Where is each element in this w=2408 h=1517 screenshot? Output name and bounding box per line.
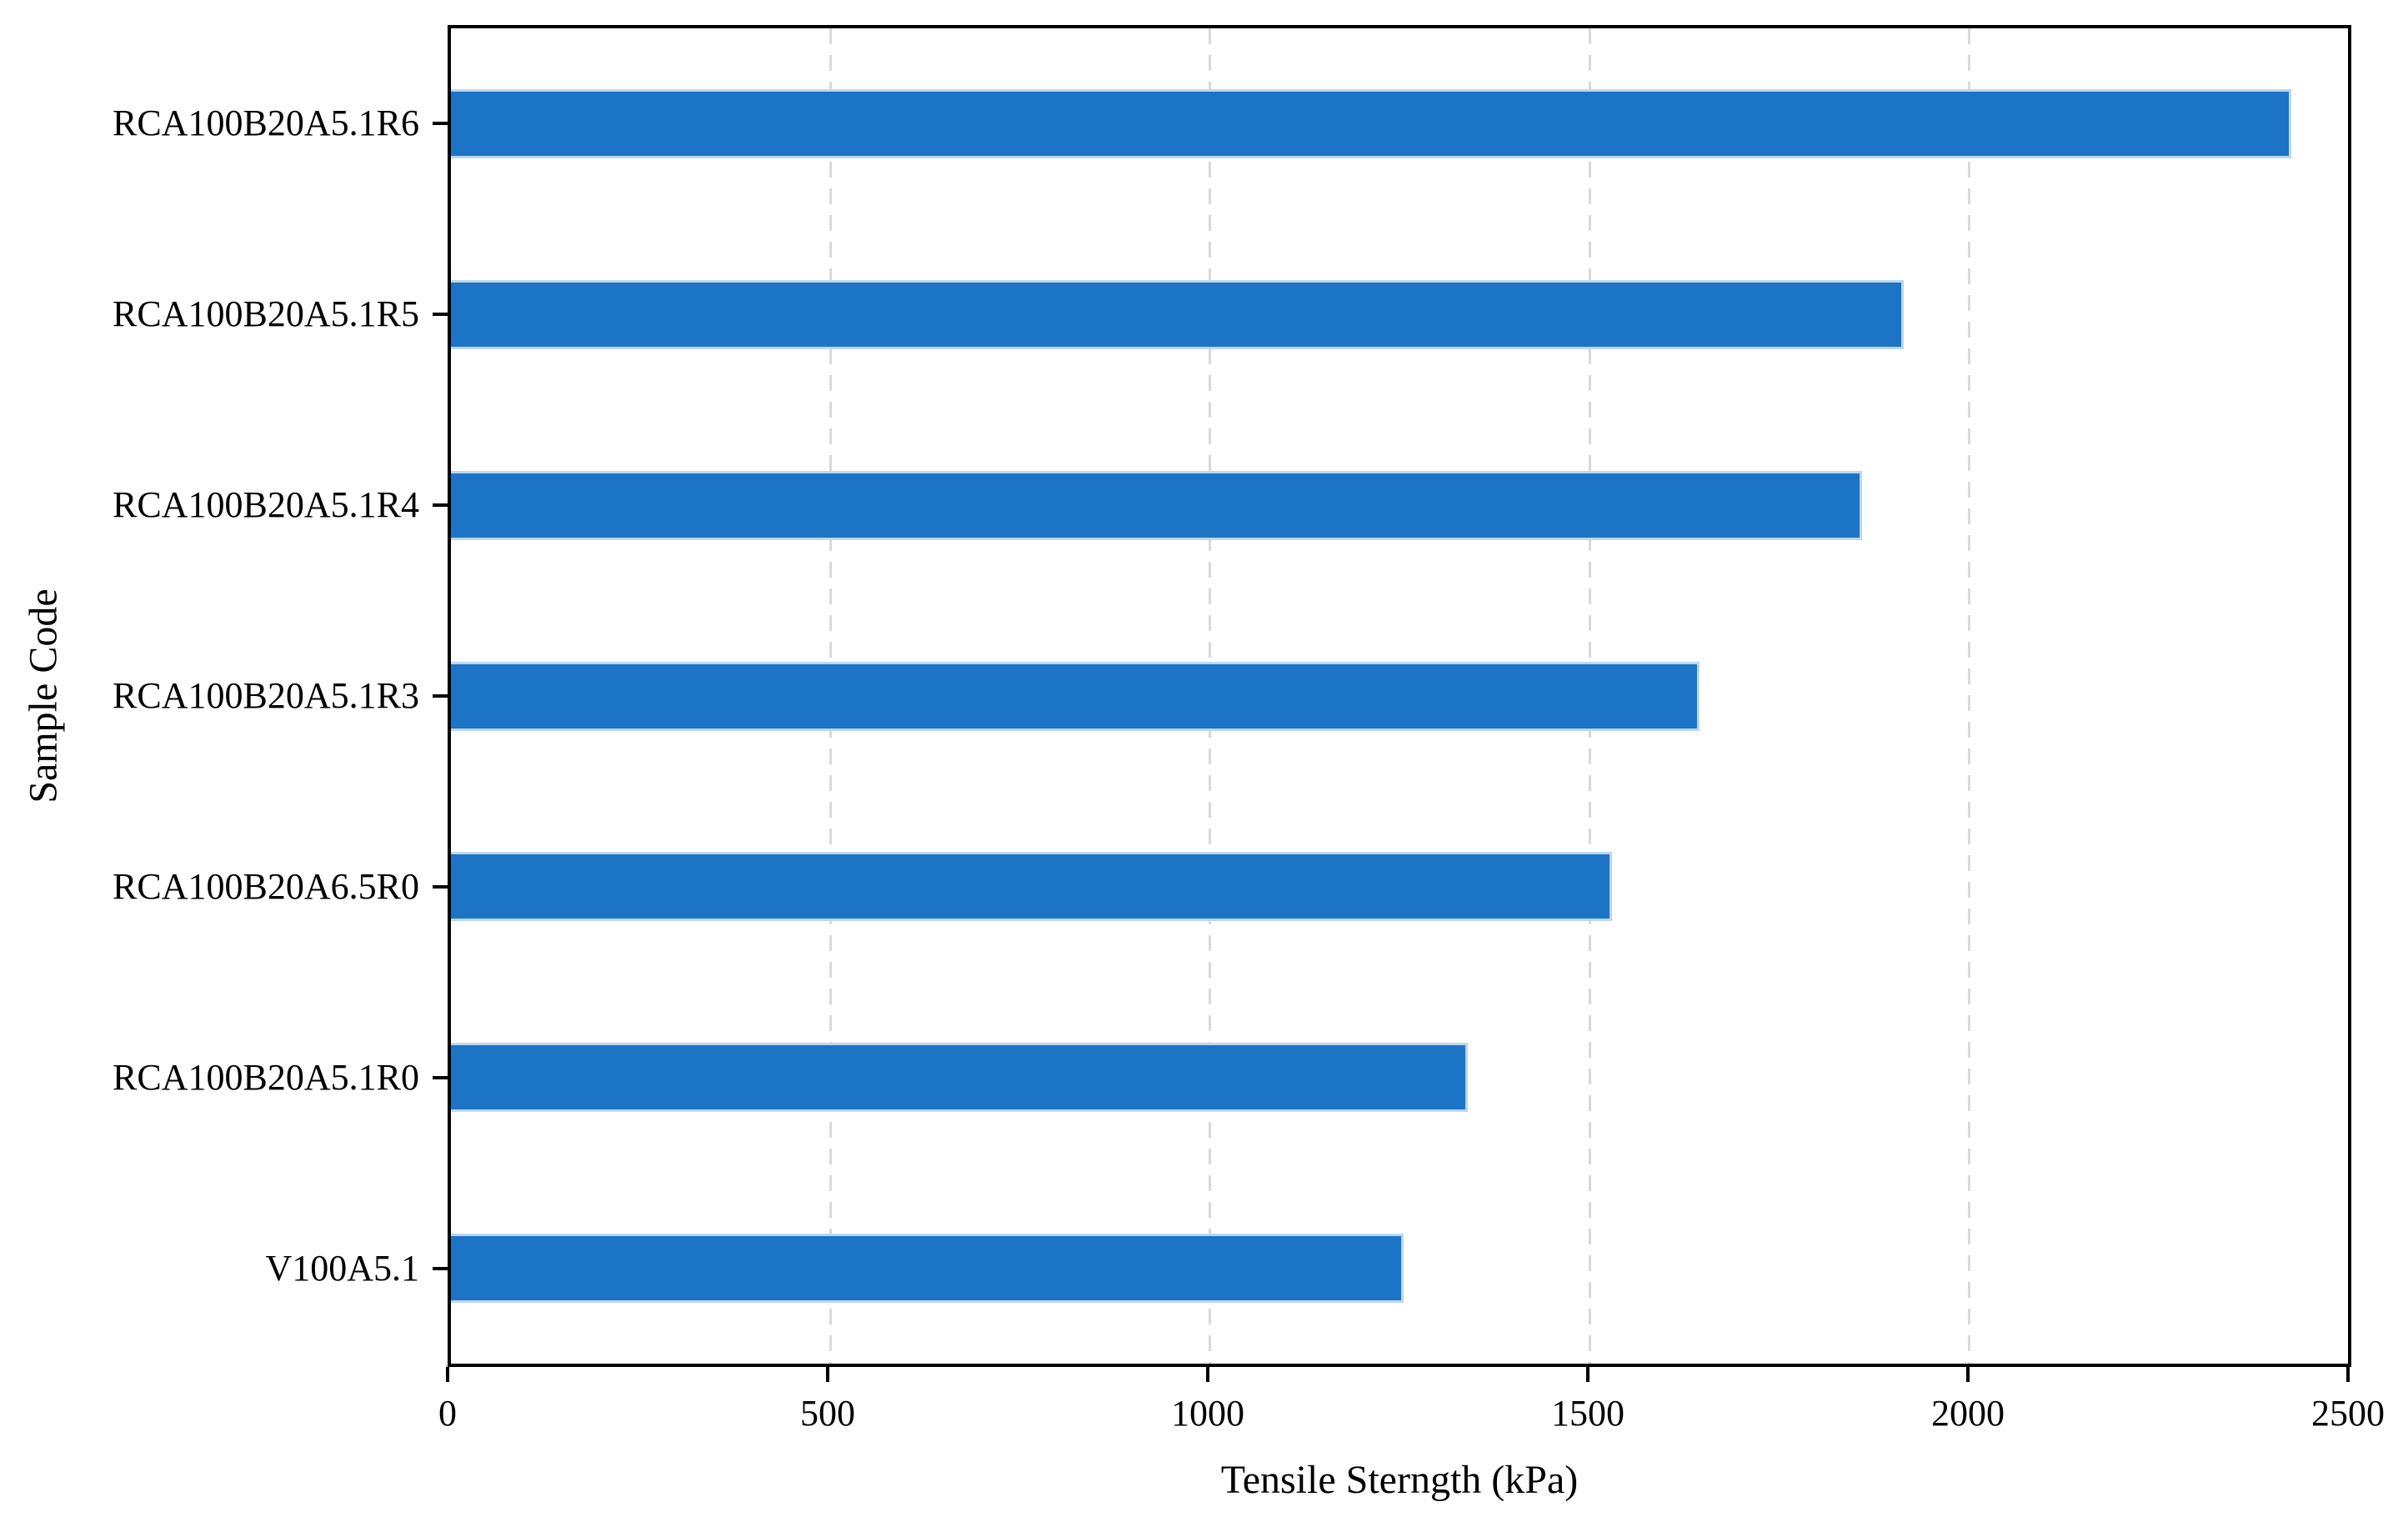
bar-RCA100B20A5.1R4 — [451, 470, 1863, 540]
bar-RCA100B20A5.1R3 — [451, 661, 1700, 731]
y-tick-label-V100A5.1: V100A5.1 — [265, 1247, 419, 1289]
bar-RCA100B20A5.1R5 — [451, 279, 1905, 349]
x-tick-mark-500 — [826, 1367, 829, 1382]
x-tick-label-2000: 2000 — [1931, 1393, 2005, 1434]
y-tick-label-RCA100B20A5.1R5: RCA100B20A5.1R5 — [113, 293, 419, 335]
bar-V100A5.1 — [451, 1234, 1404, 1304]
y-tick-label-RCA100B20A5.1R4: RCA100B20A5.1R4 — [113, 484, 419, 526]
gridline-x-2000 — [1967, 28, 1970, 1364]
y-tick-label-RCA100B20A6.5R0: RCA100B20A6.5R0 — [113, 865, 419, 907]
x-tick-label-500: 500 — [800, 1393, 855, 1434]
x-tick-mark-2000 — [1966, 1367, 1970, 1382]
y-tick-mark-RCA100B20A5.1R4 — [433, 503, 448, 508]
x-tick-label-0: 0 — [438, 1393, 457, 1434]
x-tick-mark-2500 — [2346, 1367, 2350, 1382]
y-tick-mark-RCA100B20A5.1R3 — [433, 694, 448, 698]
x-tick-mark-0 — [446, 1367, 449, 1382]
y-axis-title: Sample Code — [21, 588, 66, 804]
bar-RCA100B20A5.1R0 — [451, 1043, 1468, 1113]
x-axis-title: Tensile Sterngth (kPa) — [1220, 1458, 1579, 1502]
x-tick-label-1000: 1000 — [1171, 1393, 1244, 1434]
x-tick-mark-1000 — [1206, 1367, 1209, 1382]
y-tick-label-RCA100B20A5.1R6: RCA100B20A5.1R6 — [113, 103, 419, 144]
x-tick-label-1500: 1500 — [1551, 1393, 1625, 1434]
plot-area — [448, 25, 2351, 1367]
bar-RCA100B20A6.5R0 — [451, 852, 1612, 922]
y-tick-label-RCA100B20A5.1R3: RCA100B20A5.1R3 — [113, 675, 419, 716]
y-tick-label-RCA100B20A5.1R0: RCA100B20A5.1R0 — [113, 1056, 419, 1098]
bar-RCA100B20A5.1R6 — [451, 88, 2291, 158]
y-tick-mark-V100A5.1 — [433, 1266, 448, 1270]
y-tick-mark-RCA100B20A5.1R5 — [433, 313, 448, 317]
y-tick-mark-RCA100B20A5.1R0 — [433, 1075, 448, 1079]
y-tick-mark-RCA100B20A6.5R0 — [433, 884, 448, 889]
x-tick-label-2500: 2500 — [2311, 1393, 2385, 1434]
y-tick-mark-RCA100B20A5.1R6 — [433, 122, 448, 126]
x-tick-mark-1500 — [1586, 1367, 1589, 1382]
